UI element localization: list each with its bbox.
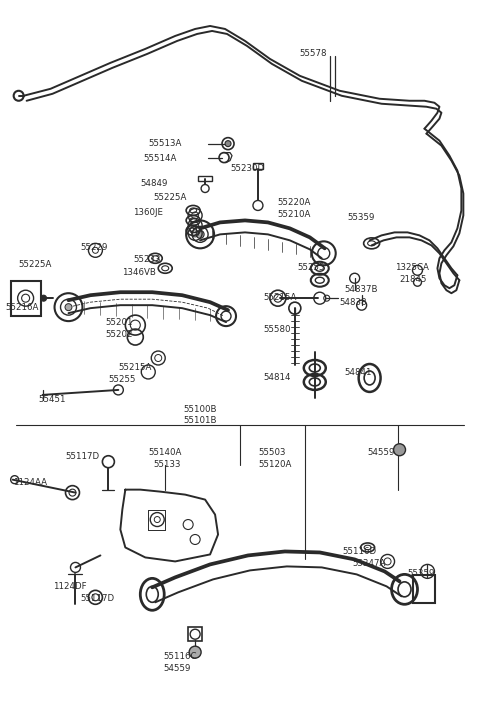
Bar xyxy=(11,281,41,315)
Text: 55116C: 55116C xyxy=(163,652,197,661)
Text: 54559: 54559 xyxy=(368,448,395,457)
Text: 54841: 54841 xyxy=(345,368,372,377)
Text: 1360JE: 1360JE xyxy=(133,209,163,218)
Text: 55513A: 55513A xyxy=(148,138,181,148)
Bar xyxy=(188,627,202,641)
Text: 55347A: 55347A xyxy=(353,560,386,568)
Text: 1346VB: 1346VB xyxy=(122,268,156,277)
Bar xyxy=(413,576,435,603)
Text: 55215A: 55215A xyxy=(119,363,152,372)
Text: 55201: 55201 xyxy=(106,318,133,327)
Text: 55101B: 55101B xyxy=(183,416,216,425)
Text: 21845: 21845 xyxy=(399,276,427,284)
Text: 55120A: 55120A xyxy=(258,460,291,469)
Text: 55359: 55359 xyxy=(348,213,375,223)
Text: 55255: 55255 xyxy=(108,375,136,384)
Text: 55220A: 55220A xyxy=(278,199,311,207)
Text: 55514A: 55514A xyxy=(144,154,177,162)
Text: 1124AA: 1124AA xyxy=(12,478,47,486)
Text: 55359: 55359 xyxy=(408,569,435,579)
Bar xyxy=(198,176,212,181)
Text: 1124DF: 1124DF xyxy=(52,582,86,592)
Text: 55202: 55202 xyxy=(106,330,133,339)
Text: 55578: 55578 xyxy=(300,49,327,58)
Text: 55233: 55233 xyxy=(133,255,161,265)
Text: 55230D: 55230D xyxy=(230,164,264,173)
Text: 55117D: 55117D xyxy=(81,594,115,603)
Text: 55216A: 55216A xyxy=(6,303,39,312)
Text: 54849: 54849 xyxy=(140,178,168,188)
Circle shape xyxy=(41,295,47,301)
Circle shape xyxy=(394,444,406,456)
Circle shape xyxy=(196,231,204,239)
Text: 55225A: 55225A xyxy=(153,194,187,202)
Text: 1325CA: 1325CA xyxy=(395,263,429,273)
Text: 54559: 54559 xyxy=(163,664,191,673)
Text: 54837B: 54837B xyxy=(345,285,378,294)
Text: 55255: 55255 xyxy=(298,263,325,273)
Text: 55215A: 55215A xyxy=(263,293,296,302)
Text: 55580: 55580 xyxy=(263,325,290,334)
Bar xyxy=(253,162,263,169)
Text: 55133: 55133 xyxy=(153,460,181,469)
Text: 55117D: 55117D xyxy=(65,452,100,461)
Text: 55210A: 55210A xyxy=(278,210,311,220)
Circle shape xyxy=(65,304,72,310)
Text: 54814: 54814 xyxy=(263,373,290,382)
Text: 55116D: 55116D xyxy=(343,547,377,557)
Text: 54838: 54838 xyxy=(340,298,367,307)
Text: 55100B: 55100B xyxy=(183,405,216,414)
Text: 55140A: 55140A xyxy=(148,448,181,457)
Circle shape xyxy=(225,141,231,146)
Text: 55503: 55503 xyxy=(258,448,286,457)
Text: 55229: 55229 xyxy=(81,244,108,252)
Circle shape xyxy=(189,646,201,658)
Text: 55225A: 55225A xyxy=(19,260,52,269)
Text: 55451: 55451 xyxy=(38,395,66,404)
